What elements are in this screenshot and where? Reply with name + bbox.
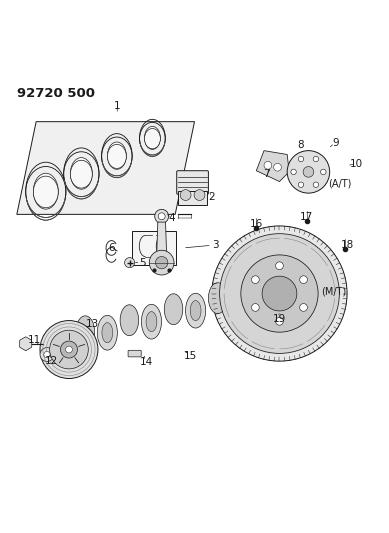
Text: 92720 500: 92720 500 bbox=[17, 87, 95, 100]
Polygon shape bbox=[17, 122, 194, 214]
Text: (M/T): (M/T) bbox=[321, 287, 346, 296]
Ellipse shape bbox=[76, 316, 95, 347]
Text: 17: 17 bbox=[300, 212, 313, 222]
Text: 19: 19 bbox=[273, 313, 286, 324]
Circle shape bbox=[298, 182, 304, 188]
Circle shape bbox=[155, 209, 168, 223]
Text: 14: 14 bbox=[140, 357, 153, 367]
Circle shape bbox=[264, 161, 272, 169]
Text: 1: 1 bbox=[114, 101, 121, 111]
Circle shape bbox=[44, 351, 50, 358]
Circle shape bbox=[274, 164, 281, 171]
FancyBboxPatch shape bbox=[177, 171, 209, 194]
Ellipse shape bbox=[70, 160, 92, 188]
Circle shape bbox=[60, 341, 77, 358]
Text: 8: 8 bbox=[298, 140, 304, 150]
Text: 4: 4 bbox=[168, 213, 175, 223]
Text: 15: 15 bbox=[184, 351, 197, 361]
Ellipse shape bbox=[70, 158, 92, 189]
Ellipse shape bbox=[144, 128, 160, 149]
Ellipse shape bbox=[209, 282, 227, 313]
Ellipse shape bbox=[120, 305, 138, 336]
Circle shape bbox=[212, 226, 347, 361]
Ellipse shape bbox=[186, 293, 206, 328]
Polygon shape bbox=[157, 222, 167, 257]
Circle shape bbox=[303, 167, 314, 177]
Ellipse shape bbox=[33, 173, 58, 209]
Circle shape bbox=[124, 257, 135, 268]
Text: 3: 3 bbox=[212, 240, 219, 251]
Circle shape bbox=[287, 151, 330, 193]
Text: 7: 7 bbox=[263, 169, 269, 179]
Text: 18: 18 bbox=[340, 240, 354, 251]
Ellipse shape bbox=[144, 126, 160, 149]
Ellipse shape bbox=[146, 312, 157, 332]
Circle shape bbox=[50, 330, 88, 369]
Ellipse shape bbox=[107, 142, 126, 169]
Text: 2: 2 bbox=[209, 192, 215, 202]
Circle shape bbox=[40, 348, 54, 361]
Text: 10: 10 bbox=[350, 159, 363, 169]
Circle shape bbox=[300, 276, 307, 284]
Circle shape bbox=[149, 251, 174, 275]
Circle shape bbox=[194, 190, 205, 200]
Ellipse shape bbox=[58, 334, 68, 354]
Ellipse shape bbox=[190, 301, 201, 321]
FancyBboxPatch shape bbox=[128, 350, 141, 357]
Circle shape bbox=[291, 169, 296, 175]
Circle shape bbox=[262, 276, 297, 311]
Text: 13: 13 bbox=[86, 319, 99, 329]
Circle shape bbox=[220, 233, 339, 353]
Ellipse shape bbox=[33, 176, 58, 208]
Circle shape bbox=[252, 276, 259, 284]
Ellipse shape bbox=[53, 326, 73, 361]
Circle shape bbox=[276, 318, 283, 325]
Ellipse shape bbox=[102, 322, 113, 343]
Text: 9: 9 bbox=[332, 138, 339, 148]
Circle shape bbox=[276, 262, 283, 270]
Ellipse shape bbox=[142, 304, 161, 339]
Circle shape bbox=[313, 156, 319, 161]
Ellipse shape bbox=[107, 144, 126, 168]
Circle shape bbox=[66, 346, 72, 353]
Text: (A/T): (A/T) bbox=[328, 179, 351, 189]
Circle shape bbox=[180, 190, 191, 200]
Circle shape bbox=[241, 255, 318, 332]
Circle shape bbox=[321, 169, 326, 175]
Text: 16: 16 bbox=[250, 219, 263, 229]
Text: 11: 11 bbox=[28, 335, 41, 345]
Ellipse shape bbox=[97, 316, 117, 350]
Circle shape bbox=[252, 304, 259, 311]
Text: 5: 5 bbox=[139, 257, 145, 268]
Circle shape bbox=[156, 256, 168, 269]
Circle shape bbox=[300, 304, 307, 311]
Polygon shape bbox=[256, 151, 289, 182]
Circle shape bbox=[40, 320, 98, 378]
Ellipse shape bbox=[164, 294, 183, 325]
Text: 6: 6 bbox=[108, 243, 115, 253]
Circle shape bbox=[298, 156, 304, 161]
Circle shape bbox=[313, 182, 319, 188]
Circle shape bbox=[158, 213, 165, 220]
Text: 12: 12 bbox=[45, 356, 58, 366]
Bar bbox=[178, 191, 207, 205]
Bar bbox=[132, 231, 176, 265]
